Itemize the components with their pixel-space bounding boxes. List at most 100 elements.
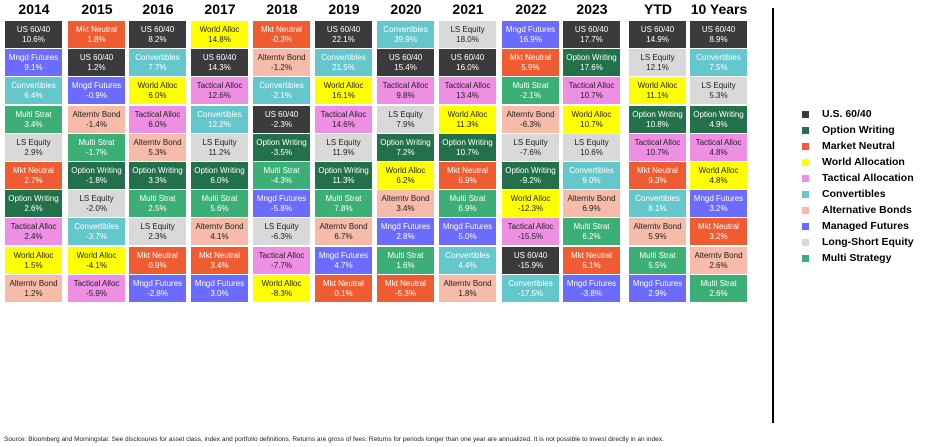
cell-return-value: -15.5% [517,232,544,242]
cell-asset-label: Tactical Alloc [73,278,120,288]
cell-return-value: 4.1% [210,232,229,242]
cell-asset-label: LS Equity [574,137,609,147]
return-cell: LS Equity -7.6% [502,133,559,161]
return-cell: Tactical Alloc -5.9% [68,274,125,302]
column-header: 2015 [81,1,113,17]
column-header: 2017 [204,1,236,17]
cell-asset-label: Tactical Alloc [507,222,554,232]
cell-return-value: 3.4% [396,204,415,214]
return-cell: World Alloc 11.3% [439,105,496,133]
cell-asset-label: LS Equity [140,222,175,232]
return-cell: Alterntv Bond 3.4% [377,190,434,218]
cell-return-value: 6.0% [148,91,167,101]
cell-asset-label: US 60/40 [574,25,609,34]
cell-return-value: 2.6% [24,204,43,214]
cell-return-value: 11.2% [208,147,231,157]
cell-asset-label: Mngd Futures [256,194,307,204]
return-cell: Convertibles -2.1% [253,77,310,105]
cell-return-value: -3.8% [581,288,602,298]
cell-asset-label: Tactical Alloc [134,109,181,119]
return-cell: Option Writing -9.2% [502,162,559,189]
cell-return-value: 1.6% [396,260,415,270]
cell-asset-label: Option Writing [442,137,493,147]
cell-asset-label: Option Writing [132,166,183,175]
return-cell: US 60/40 22.1% [315,21,372,48]
return-cell: Tactical Alloc 10.7% [629,133,686,161]
return-cell: Mkt Neutral 6.9% [439,162,496,189]
cell-asset-label: Mngd Futures [8,53,59,63]
return-cell: World Alloc 16.1% [315,77,372,105]
cell-return-value: 2.6% [709,288,728,298]
cell-asset-label: Convertibles [11,81,56,91]
legend-label: Convertibles [822,188,886,200]
legend-label: Tactical Allocation [822,172,914,184]
legend-label: U.S. 60/40 [822,108,872,120]
return-cell: Mngd Futures 2.9% [629,274,686,302]
return-cell: Tactical Alloc 2.4% [5,218,62,246]
cell-asset-label: Mkt Neutral [698,222,739,232]
return-cell: US 60/40 14.9% [629,21,686,48]
legend-swatch [802,238,809,246]
cell-return-value: 3.4% [210,260,229,270]
cell-asset-label: Option Writing [256,137,307,147]
legend-item: Tactical Allocation [802,170,914,186]
cell-asset-label: World Alloc [571,109,612,119]
return-cell: US 60/40 16.0% [439,49,496,77]
cell-return-value: 3.3% [148,176,167,185]
legend-item: Option Writing [802,122,914,138]
return-cell: World Alloc 6.2% [377,162,434,189]
cell-return-value: 12.2% [208,119,231,129]
cell-return-value: 5.3% [709,91,728,101]
cell-asset-label: LS Equity [640,53,675,63]
return-cell: Convertibles 9.0% [563,162,620,189]
cell-asset-label: LS Equity [264,222,299,232]
cell-return-value: -2.0% [86,204,107,214]
cell-return-value: -0.9% [86,91,107,101]
cell-return-value: 9.3% [648,176,667,185]
cell-return-value: 10.6% [580,147,603,157]
cell-asset-label: Tactical Alloc [196,81,243,91]
column-header: 2016 [142,1,174,17]
legend-item: Multi Strategy [802,250,914,266]
cell-asset-label: World Alloc [637,81,678,91]
cell-asset-label: Option Writing [8,194,59,204]
cell-return-value: 0.1% [334,288,353,298]
return-cell: Option Writing 2.6% [5,190,62,218]
return-cell: Mkt Neutral 2.7% [5,162,62,189]
cell-return-value: 14.6% [332,119,355,129]
cell-return-value: 13.4% [456,91,479,101]
return-cell: Option Writing 3.3% [129,162,186,189]
return-cell: Mngd Futures -0.9% [68,77,125,105]
cell-return-value: -4.1% [86,260,107,270]
legend: U.S. 60/40 Option Writing Market Neutral Wo… [802,106,914,266]
cell-return-value: 9.1% [24,63,43,73]
cell-return-value: 2.9% [24,147,43,157]
cell-return-value: -12.3% [517,204,544,214]
return-cell: Option Writing 10.8% [629,105,686,133]
legend-swatch [802,206,809,214]
cell-return-value: 17.7% [580,35,603,44]
cell-asset-label: Multi Strat [139,194,176,204]
cell-asset-label: LS Equity [701,81,736,91]
column-header: 2014 [18,1,50,17]
column-header: 2023 [576,1,608,17]
column-header: 10 Years [690,1,748,17]
cell-return-value: 11.9% [332,147,355,157]
return-cell: US 60/40 -15.9% [502,246,559,274]
return-cell: Multi Strat 6.9% [439,190,496,218]
cell-return-value: -7.6% [520,147,541,157]
return-cell: Convertibles 4.4% [439,246,496,274]
cell-return-value: -2.8% [147,288,168,298]
return-cell: Mkt Neutral 0.1% [315,274,372,302]
cell-asset-label: Mkt Neutral [137,250,178,260]
cell-return-value: 4.8% [709,176,728,185]
legend-label: Multi Strategy [822,252,892,264]
cell-asset-label: Mkt Neutral [447,166,488,175]
return-cell: World Alloc 14.8% [191,21,248,48]
cell-asset-label: Option Writing [505,166,556,175]
cell-asset-label: Alterntv Bond [443,278,492,288]
return-cell: Mkt Neutral 5.1% [563,246,620,274]
legend-swatch [802,110,809,118]
return-cell: US 60/40 -2.3% [253,105,310,133]
cell-return-value: 39.9% [394,35,417,44]
